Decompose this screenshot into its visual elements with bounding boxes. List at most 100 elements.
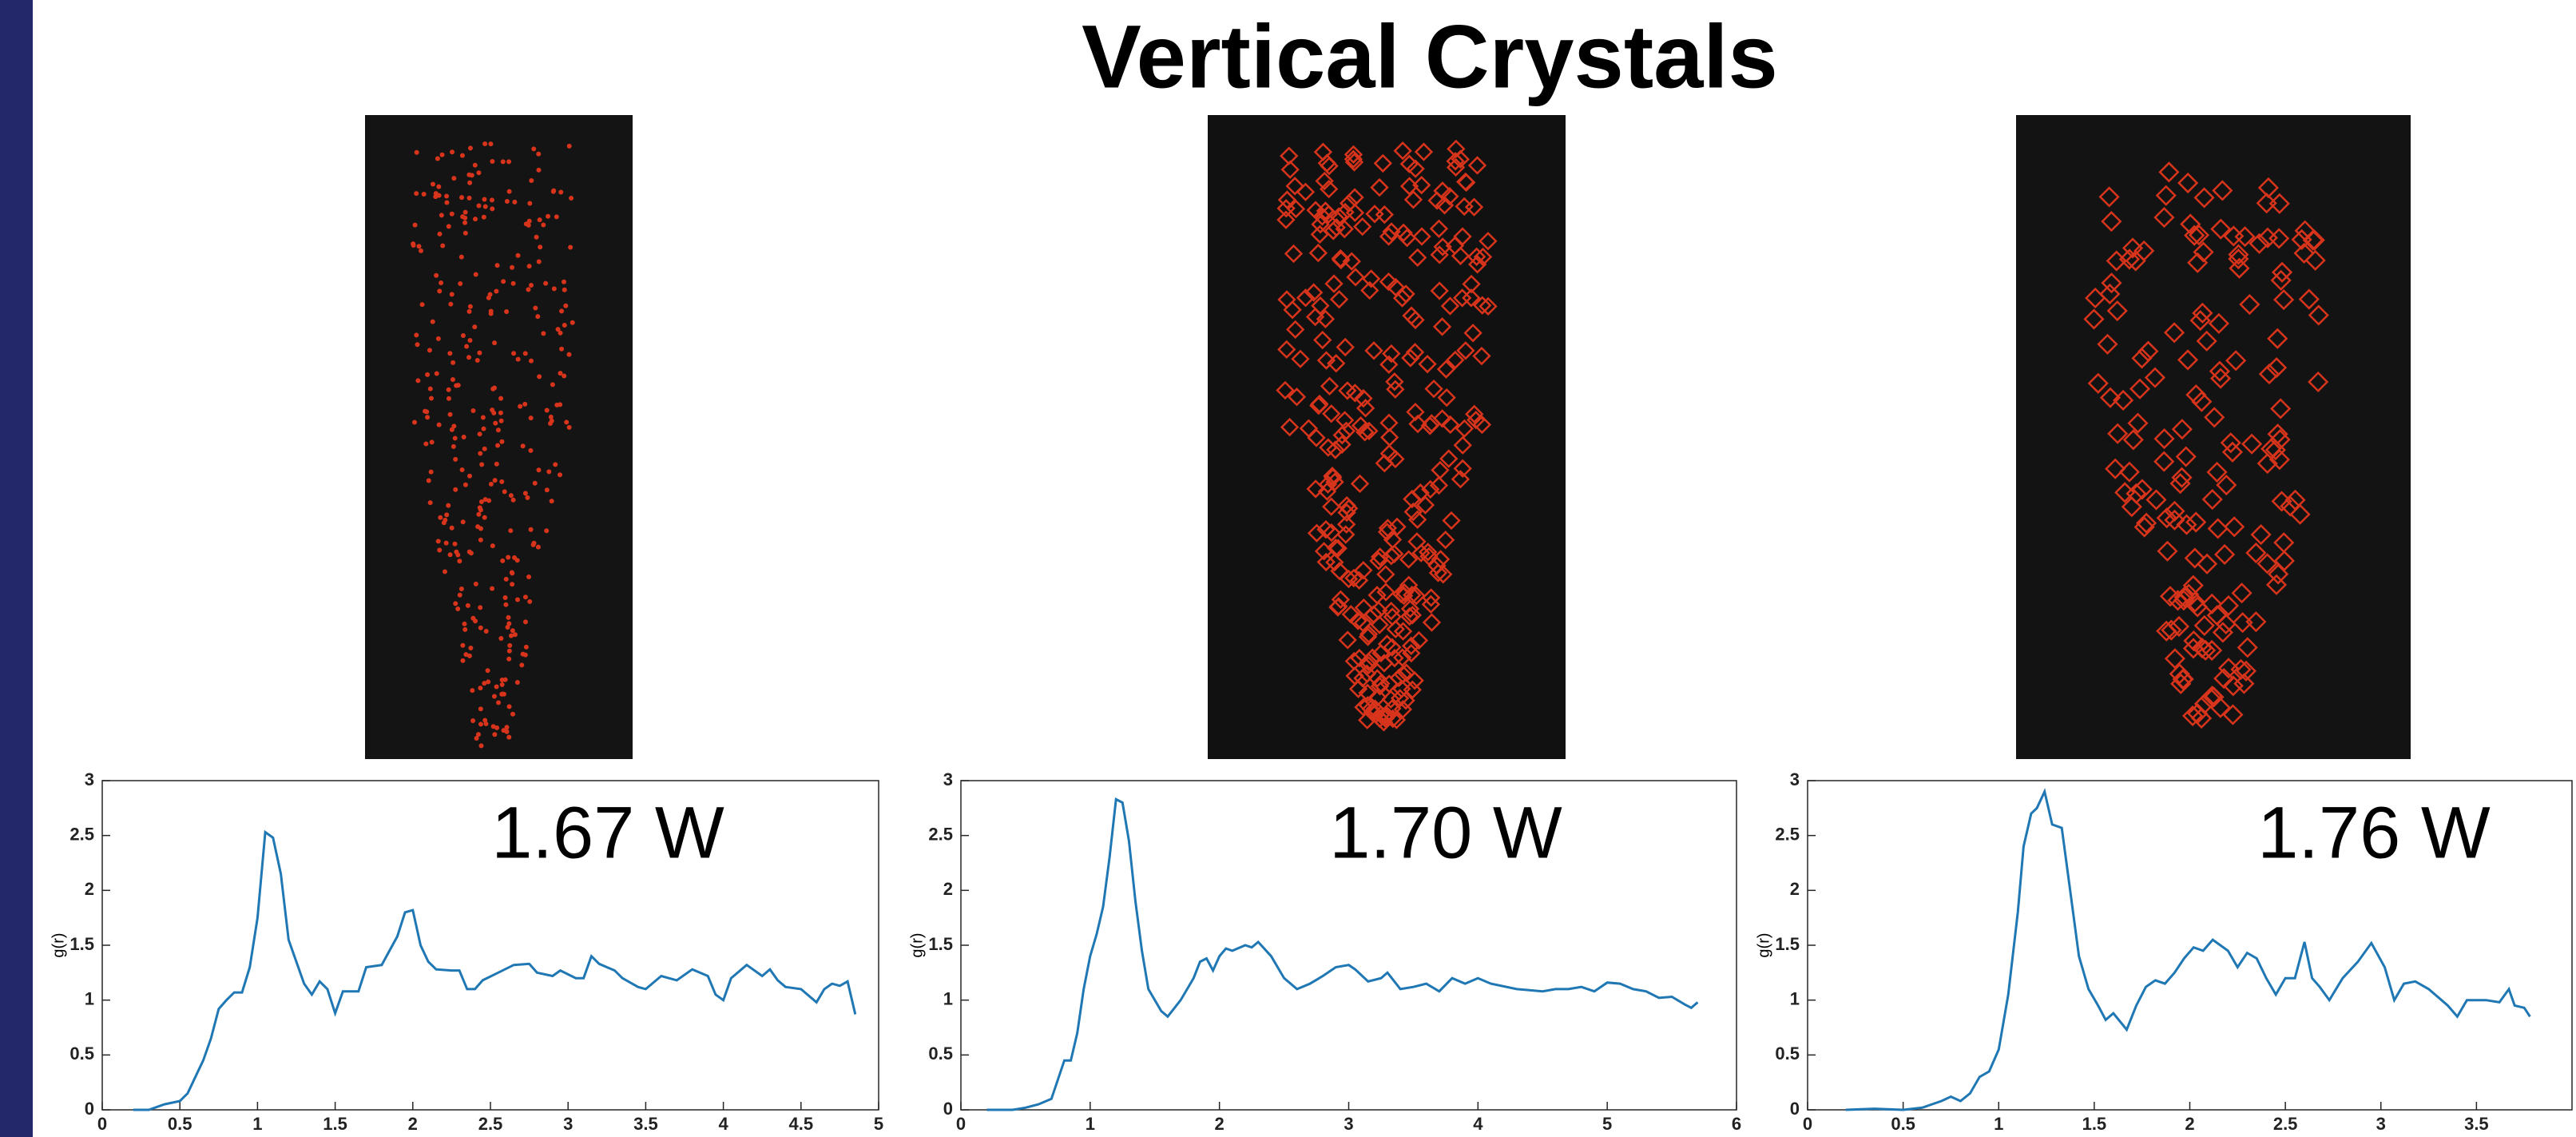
x-tick-label: 2 [1215,1114,1224,1134]
particle [466,172,472,177]
particle [2267,328,2288,349]
particle [1277,290,1296,309]
particle [2153,451,2175,472]
particle [454,383,459,388]
particle [1408,414,1427,434]
particle [2221,441,2244,463]
particle [1316,351,1336,370]
particle [2207,518,2229,539]
particle [2187,596,2209,618]
particle [1326,440,1345,459]
particle [1402,636,1421,655]
particle [558,402,563,407]
particle [1433,181,1452,201]
particle [2177,172,2199,194]
y-tick-label: 2 [1790,879,1800,899]
particle [502,595,508,601]
particle-markers [411,139,2329,749]
particle [2224,516,2245,538]
particle [2220,432,2241,454]
x-tick-label: 1 [252,1114,262,1134]
x-tick-label: 2.5 [478,1114,503,1134]
y-tick-label: 0.5 [928,1044,953,1063]
particle [2308,304,2329,326]
particle [1386,449,1405,469]
particle [490,386,496,392]
particle [1291,349,1310,368]
particle [1429,475,1449,495]
particle [2217,594,2240,617]
particle [554,214,559,220]
particle [1367,586,1387,605]
particle [505,624,510,630]
particle [537,217,542,223]
particle [566,352,572,357]
particle [2208,312,2229,334]
y-tick-label: 2.5 [69,824,94,844]
particle [462,621,467,626]
particle [415,342,420,348]
particle [2203,686,2225,708]
particle [467,180,473,185]
x-tick-label: 1.5 [2082,1114,2107,1134]
particle [2250,524,2272,546]
particle [1336,525,1355,544]
particle [473,618,478,624]
particle [2099,387,2122,408]
particle [1467,247,1486,266]
particle [2260,438,2282,459]
particle [2256,227,2279,248]
particle [532,480,538,486]
particle [1403,502,1423,522]
particle [2185,511,2207,533]
particle [1456,172,1475,192]
x-tick-label: 0 [97,1114,107,1134]
particle [436,422,442,427]
particle [1433,237,1452,256]
particle [1464,197,1484,217]
particle [462,209,468,215]
particle [504,725,510,730]
y-tick-label: 1 [85,988,94,1008]
particle [439,213,444,218]
particle [459,467,465,472]
slide-title: Vertical Crystals [1082,7,1778,107]
particle [493,420,498,426]
particle [531,540,537,546]
particle [1455,419,1475,439]
particle [1472,415,1492,435]
particle [2085,287,2106,309]
particle [1328,539,1348,558]
particle [2153,427,2175,450]
particle [1385,372,1404,392]
particle [2201,488,2223,511]
particle [558,330,563,336]
particle [1473,247,1493,267]
particle [525,495,530,500]
particle [476,511,482,517]
particle [446,503,451,508]
particle [2256,193,2277,214]
particle [467,473,473,479]
particle [1379,272,1399,292]
particle [419,248,424,253]
particle [1439,449,1459,468]
crystal-image [365,115,633,759]
particle [1441,415,1460,435]
y-tick-label: 2.5 [1775,824,1800,844]
particle [1354,561,1373,580]
particle [1320,376,1340,396]
particle [2258,364,2280,385]
particle [1382,601,1401,621]
particle [426,478,431,483]
particle [478,625,483,630]
particle [2256,452,2278,475]
particle [1422,613,1442,632]
particle [446,396,451,401]
particle [551,188,557,193]
particle [533,305,538,311]
particle [412,419,418,425]
particle [467,337,473,343]
particle [2137,340,2159,362]
y-tick-label: 0.5 [69,1044,94,1063]
